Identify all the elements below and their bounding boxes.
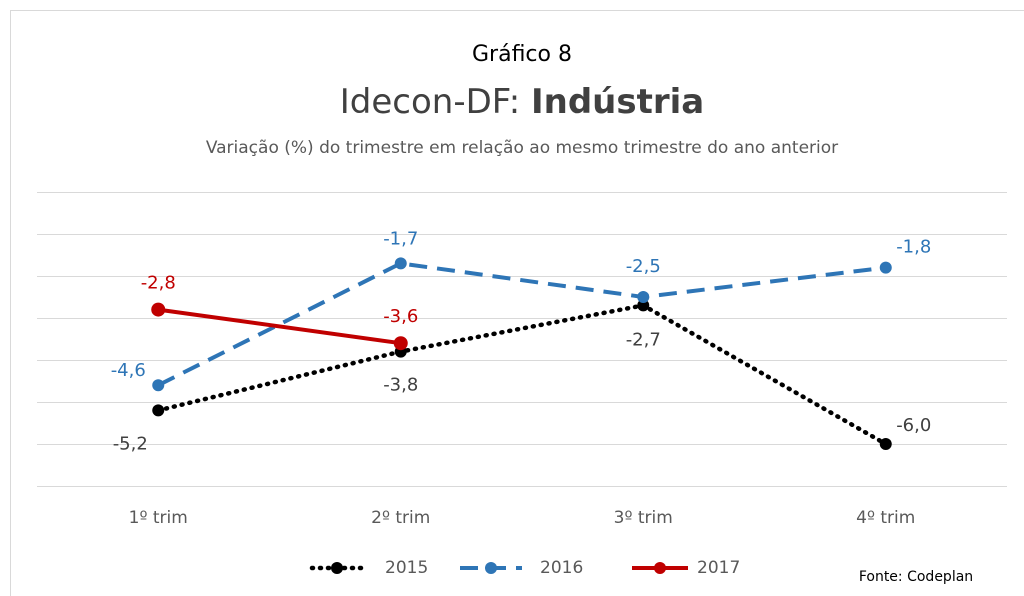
x-tick-label: 2º trim [371, 508, 430, 528]
series-line [157, 307, 402, 346]
legend-label: 2016 [540, 558, 583, 578]
data-label: -1,7 [383, 228, 418, 249]
series-line [157, 261, 886, 387]
legend-marker [331, 562, 343, 574]
x-tick-label: 1º trim [129, 508, 188, 528]
chart-frame [10, 10, 1024, 596]
source: Fonte: Codeplan [859, 569, 973, 585]
marker [152, 404, 165, 417]
chart-title: Idecon-DF: Indústria [340, 82, 704, 122]
x-tick-label: 3º trim [614, 508, 673, 528]
marker [152, 379, 165, 392]
marker [151, 302, 166, 317]
legend-label: 2017 [697, 558, 740, 578]
marker [879, 438, 892, 450]
data-label: -2,8 [141, 273, 176, 294]
marker [394, 257, 407, 270]
title-bold: Indústria [531, 82, 704, 122]
marker [637, 291, 650, 303]
title-text: Idecon-DF: [340, 82, 520, 122]
data-label: -5,2 [113, 433, 148, 454]
chart-subtitle: Variação (%) do trimestre em relação ao … [206, 138, 838, 158]
data-label: -3,8 [383, 375, 418, 396]
data-label: -4,6 [111, 360, 146, 381]
data-label: -1,8 [896, 237, 931, 258]
data-label: -3,6 [383, 306, 418, 327]
x-tick-label: 4º trim [856, 508, 915, 528]
chart-supertitle: Gráfico 8 [472, 42, 572, 67]
data-label: -2,5 [626, 256, 661, 277]
data-label: -2,7 [626, 329, 661, 350]
marker [879, 261, 892, 274]
marker [393, 336, 408, 351]
legend-label: 2015 [385, 558, 428, 578]
legend-marker [654, 562, 666, 574]
marker [637, 299, 650, 312]
data-label: -6,0 [896, 415, 931, 436]
legend-marker [485, 562, 497, 574]
